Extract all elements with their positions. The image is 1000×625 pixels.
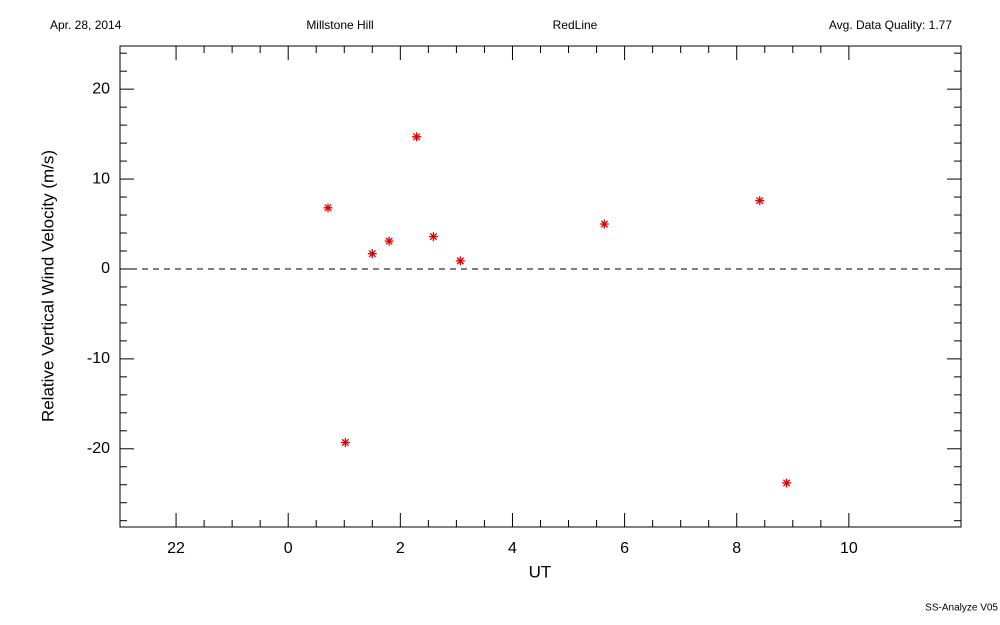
y-tick-label: 0 [101,260,110,277]
instrument: RedLine [553,18,598,32]
x-tick-label: 2 [396,540,405,557]
data-point [755,196,765,206]
x-tick-label: 10 [840,540,858,557]
x-tick-label: 8 [732,540,741,557]
y-tick-label: -10 [87,350,110,367]
data-point [599,219,609,229]
y-axis-label: Relative Vertical Wind Velocity (m/s) [38,150,57,422]
date: Apr. 28, 2014 [50,18,122,32]
data-point [412,132,422,142]
data-quality: Avg. Data Quality: 1.77 [829,18,953,32]
data-point [340,437,350,447]
x-axis-label: UT [529,562,552,581]
data-point [384,236,394,246]
site: Millstone Hill [306,18,373,32]
x-tick-label: 22 [167,540,185,557]
data-point [455,256,465,266]
y-tick-label: 10 [92,170,110,187]
data-point [323,203,333,213]
y-tick-label: -20 [87,440,110,457]
x-tick-label: 6 [620,540,629,557]
data-point [782,478,792,488]
data-point [367,249,377,259]
software-label: SS-Analyze V05 [925,603,998,614]
x-tick-label: 0 [284,540,293,557]
x-tick-label: 4 [508,540,517,557]
plot-frame [119,45,962,528]
data-point [428,232,438,242]
y-tick-label: 20 [92,80,110,97]
